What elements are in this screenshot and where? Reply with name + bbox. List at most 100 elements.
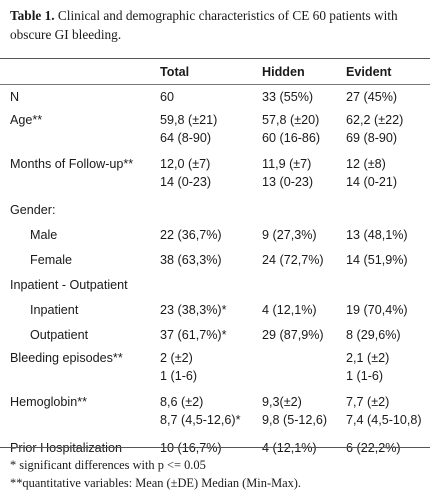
cell-hidden bbox=[262, 272, 346, 297]
cell-total: 38 (63,3%) bbox=[160, 247, 262, 272]
table-top-rule bbox=[0, 58, 430, 59]
cell-value: 60 bbox=[160, 89, 175, 104]
row-label: Age** bbox=[10, 113, 43, 127]
cell-total: 37 (61,7%)* bbox=[160, 322, 262, 347]
cell-value: 59,8 (±21) bbox=[160, 113, 218, 127]
row-label: Bleeding episodes** bbox=[10, 351, 123, 365]
row-label: Gender: bbox=[10, 202, 56, 217]
cell-value: 24 (72,7%) bbox=[262, 252, 324, 267]
cell-value: 12,0 (±7) bbox=[160, 157, 211, 171]
cell-hidden: 9 (27,3%) bbox=[262, 222, 346, 247]
table-row: Hemoglobin** 8,6 (±2) 8,7 (4,5-12,6)* 9,3(±… bbox=[0, 391, 430, 435]
cell-total: 60 bbox=[160, 84, 262, 109]
cell-value: 8,6 (±2) bbox=[160, 395, 204, 409]
table-header-rule bbox=[0, 84, 430, 85]
cell-value: 14 (51,9%) bbox=[346, 252, 408, 267]
cell-evident bbox=[346, 272, 430, 297]
cell-total bbox=[160, 197, 262, 222]
cell-value: 13 (0-23) bbox=[262, 175, 314, 189]
cell-total: 12,0 (±7) 14 (0-23) bbox=[160, 153, 262, 197]
row-label: Hemoglobin** bbox=[10, 395, 88, 409]
cell-value: 22 (36,7%) bbox=[160, 227, 222, 242]
header-blank bbox=[0, 59, 160, 84]
row-label: Outpatient bbox=[30, 327, 89, 342]
cell-value: 14 (0-23) bbox=[160, 175, 212, 189]
cell-value: 4 (12,1%) bbox=[262, 302, 317, 317]
table-row: Outpatient 37 (61,7%)* 29 (87,9%) 8 (29,6%) bbox=[0, 322, 430, 347]
cell-hidden: 9,3(±2) 9,8 (5-12,6) bbox=[262, 391, 346, 435]
table-caption-text: Clinical and demographic characteristics… bbox=[10, 8, 398, 42]
table-row: Inpatient - Outpatient bbox=[0, 272, 430, 297]
cell-hidden: 24 (72,7%) bbox=[262, 247, 346, 272]
cell-value: 1 (1-6) bbox=[160, 369, 198, 383]
cell-evident: 2,1 (±2) 1 (1-6) bbox=[346, 347, 430, 391]
cell-evident: 19 (70,4%) bbox=[346, 297, 430, 322]
cell-value: 19 (70,4%) bbox=[346, 302, 408, 317]
row-label: Inpatient - Outpatient bbox=[10, 277, 128, 292]
table-row: Months of Follow-up** 12,0 (±7) 14 (0-23) 1… bbox=[0, 153, 430, 197]
cell-value: 60 (16-86) bbox=[262, 131, 321, 145]
table-header-row: Total Hidden Evident bbox=[0, 59, 430, 84]
cell-evident: 7,7 (±2) 7,4 (4,5-10,8) bbox=[346, 391, 430, 435]
cell-evident: 12 (±8) 14 (0-21) bbox=[346, 153, 430, 197]
cell-total: 2 (±2) 1 (1-6) bbox=[160, 347, 262, 391]
cell-value: 29 (87,9%) bbox=[262, 327, 324, 342]
cell-total: 23 (38,3%)* bbox=[160, 297, 262, 322]
table-row: Inpatient 23 (38,3%)* 4 (12,1%) 19 (70,4%) bbox=[0, 297, 430, 322]
row-label: Female bbox=[30, 252, 72, 267]
table-body: N 60 33 (55%) 27 (45%) Age** 59,8 (±21) 64 (8-… bbox=[0, 84, 430, 460]
cell-hidden: 4 (12,1%) bbox=[262, 297, 346, 322]
table-row: Male 22 (36,7%) 9 (27,3%) 13 (48,1%) bbox=[0, 222, 430, 247]
cell-value: 27 (45%) bbox=[346, 89, 398, 104]
cell-value: 11,9 (±7) bbox=[262, 157, 312, 171]
footnote-significance: * significant differences with p <= 0.05 bbox=[10, 458, 206, 472]
cell-hidden: 11,9 (±7) 13 (0-23) bbox=[262, 153, 346, 197]
cell-hidden bbox=[262, 197, 346, 222]
table-bottom-rule bbox=[0, 447, 430, 448]
table-row: N 60 33 (55%) 27 (45%) bbox=[0, 84, 430, 109]
cell-value: 62,2 (±22) bbox=[346, 113, 404, 127]
cell-value: 2 (±2) bbox=[160, 351, 193, 365]
cell-total: 8,6 (±2) 8,7 (4,5-12,6)* bbox=[160, 391, 262, 435]
cell-value: 8 (29,6%) bbox=[346, 327, 401, 342]
table-caption-label: Table 1. bbox=[10, 8, 55, 23]
cell-hidden: 57,8 (±20) 60 (16-86) bbox=[262, 109, 346, 153]
cell-value: 33 (55%) bbox=[262, 89, 314, 104]
cell-value: 12 (±8) bbox=[346, 157, 386, 171]
cell-evident: 8 (29,6%) bbox=[346, 322, 430, 347]
cell-hidden: 33 (55%) bbox=[262, 84, 346, 109]
table-row: Bleeding episodes** 2 (±2) 1 (1-6) 2,1 (±2)… bbox=[0, 347, 430, 391]
row-label: Male bbox=[30, 227, 58, 242]
cell-value: 9 (27,3%) bbox=[262, 227, 317, 242]
cell-value: 37 (61,7%)* bbox=[160, 327, 227, 342]
table-row: Female 38 (63,3%) 24 (72,7%) 14 (51,9%) bbox=[0, 247, 430, 272]
cell-value: 23 (38,3%)* bbox=[160, 302, 227, 317]
cell-value: 57,8 (±20) bbox=[262, 113, 320, 127]
header-evident: Evident bbox=[346, 64, 392, 79]
cell-value: 7,4 (4,5-10,8) bbox=[346, 413, 422, 427]
cell-value: 64 (8-90) bbox=[160, 131, 212, 145]
cell-evident: 27 (45%) bbox=[346, 84, 430, 109]
cell-value: 7,7 (±2) bbox=[346, 395, 390, 409]
cell-value: 1 (1-6) bbox=[346, 369, 384, 383]
table-caption: Table 1. Clinical and demographic charac… bbox=[10, 6, 424, 44]
cell-hidden bbox=[262, 347, 346, 391]
cell-evident: 13 (48,1%) bbox=[346, 222, 430, 247]
row-label: Inpatient bbox=[30, 302, 79, 317]
cell-total bbox=[160, 272, 262, 297]
row-label: Months of Follow-up** bbox=[10, 157, 134, 171]
cell-hidden: 29 (87,9%) bbox=[262, 322, 346, 347]
table-row: Age** 59,8 (±21) 64 (8-90) 57,8 (±20) 60 (16… bbox=[0, 109, 430, 153]
cell-evident: 14 (51,9%) bbox=[346, 247, 430, 272]
cell-evident bbox=[346, 197, 430, 222]
cell-evident: 62,2 (±22) 69 (8-90) bbox=[346, 109, 430, 153]
cell-total: 59,8 (±21) 64 (8-90) bbox=[160, 109, 262, 153]
row-label: N bbox=[10, 89, 20, 104]
characteristics-table: Total Hidden Evident N 60 33 (55%) 27 (45%)… bbox=[0, 59, 430, 460]
cell-value: 8,7 (4,5-12,6)* bbox=[160, 413, 241, 427]
cell-value: 38 (63,3%) bbox=[160, 252, 222, 267]
cell-value: 9,8 (5-12,6) bbox=[262, 413, 328, 427]
cell-value: 2,1 (±2) bbox=[346, 351, 390, 365]
footnote-quantitative: **quantitative variables: Mean (±DE) Med… bbox=[10, 476, 302, 490]
cell-value: 13 (48,1%) bbox=[346, 227, 408, 242]
